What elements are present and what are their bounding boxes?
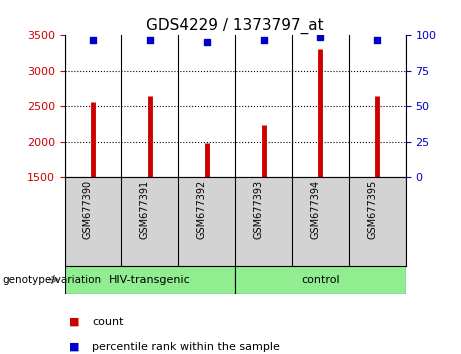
Text: percentile rank within the sample: percentile rank within the sample (92, 342, 280, 352)
Bar (235, 266, 406, 294)
Text: GSM677395: GSM677395 (367, 180, 377, 239)
Text: GSM677392: GSM677392 (197, 180, 207, 239)
Point (89, 37, 97, 42)
Text: GSM677394: GSM677394 (310, 180, 320, 239)
Text: GSM677390: GSM677390 (83, 180, 93, 239)
Point (203, 40, 210, 45)
Point (317, 34, 324, 40)
Text: HIV-transgenic: HIV-transgenic (109, 275, 191, 285)
Text: ■: ■ (69, 342, 80, 352)
Point (260, 37, 267, 42)
Text: GSM677393: GSM677393 (254, 180, 264, 239)
Text: control: control (301, 275, 340, 285)
Text: ■: ■ (69, 317, 80, 327)
Text: GSM677391: GSM677391 (140, 180, 150, 239)
Point (373, 37, 381, 42)
Bar (65, 266, 235, 294)
Text: count: count (92, 317, 124, 327)
Text: genotype/variation: genotype/variation (2, 275, 101, 285)
Point (146, 37, 154, 42)
Title: GDS4229 / 1373797_at: GDS4229 / 1373797_at (146, 18, 324, 34)
